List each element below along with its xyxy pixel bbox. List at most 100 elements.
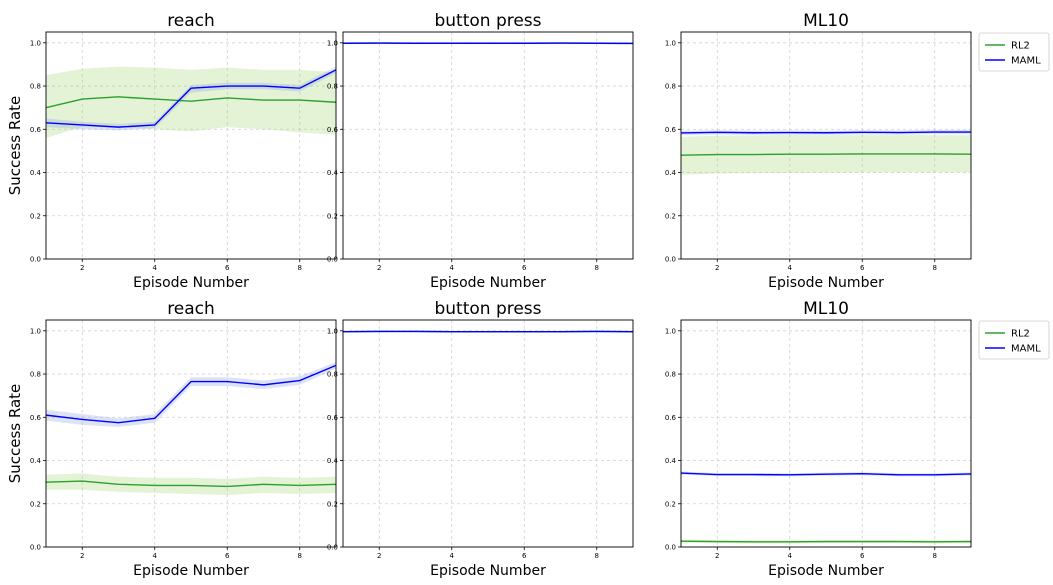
y-tick-label: 0.2 xyxy=(665,212,676,220)
series-line-rl2 xyxy=(45,480,337,488)
subplot-3: 2 4 6 8 0.0 0.2 0.4 0.6 0.8 1.0 ML10 Episode Number… xyxy=(665,11,1050,291)
subplot-title: ML10 xyxy=(803,299,849,319)
y-tick-label: 0.0 xyxy=(327,256,338,264)
x-tick-label: 4 xyxy=(153,264,158,272)
y-tick-label: 0.4 xyxy=(327,169,339,177)
series-line-maml xyxy=(45,69,337,128)
x-tick-label: 2 xyxy=(80,264,84,272)
x-tick-label: 2 xyxy=(377,264,381,272)
x-tick-label: 2 xyxy=(80,552,84,560)
series-line-rl2 xyxy=(680,540,972,543)
y-tick-label: 0.6 xyxy=(30,414,42,422)
subplot-4: 2 4 6 8 0.0 0.2 0.4 0.6 0.8 1.0 reach Episode Numbe… xyxy=(6,299,337,579)
axes-frame xyxy=(45,319,337,548)
y-tick-label: 0.8 xyxy=(327,371,338,379)
x-tick-label: 6 xyxy=(225,264,230,272)
legend-box xyxy=(978,320,1050,360)
x-tick-label: 6 xyxy=(522,552,527,560)
y-tick-label: 0.6 xyxy=(327,414,339,422)
y-tick-label: 0.6 xyxy=(665,126,677,134)
x-tick-label: 4 xyxy=(788,264,793,272)
y-tick-label: 0.4 xyxy=(665,169,677,177)
x-axis-label: Episode Number xyxy=(768,563,884,579)
series-line-maml xyxy=(45,364,337,424)
x-axis-label: Episode Number xyxy=(430,563,546,579)
y-tick-label: 0.6 xyxy=(327,126,339,134)
legend-label-maml: MAML xyxy=(1011,344,1041,355)
band-maml xyxy=(46,362,336,428)
y-tick-label: 1.0 xyxy=(30,327,41,335)
x-axis-label: Episode Number xyxy=(133,563,249,579)
x-tick-label: 6 xyxy=(225,552,230,560)
x-tick-label: 2 xyxy=(715,264,719,272)
y-tick-label: 1.0 xyxy=(30,39,41,47)
x-tick-label: 8 xyxy=(595,552,599,560)
series-line-maml xyxy=(680,131,971,134)
subplot-2: 2 4 6 8 0.0 0.2 0.4 0.6 0.8 1.0 button press Episod… xyxy=(327,11,634,291)
x-tick-label: 4 xyxy=(153,552,158,560)
y-tick-label: 0.0 xyxy=(30,256,41,264)
subplot-title: button press xyxy=(434,11,541,31)
band-rl2 xyxy=(46,473,336,496)
x-tick-label: 8 xyxy=(933,264,937,272)
y-tick-label: 1.0 xyxy=(665,327,676,335)
subplot-title: button press xyxy=(434,299,541,319)
axes-frame xyxy=(342,31,634,260)
x-tick-label: 2 xyxy=(715,552,719,560)
axes-frame xyxy=(342,319,634,548)
y-tick-label: 0.8 xyxy=(327,83,338,91)
y-tick-label: 0.0 xyxy=(30,544,41,552)
subplot-title: reach xyxy=(167,299,215,319)
x-tick-label: 4 xyxy=(450,264,455,272)
legend: RL2 MAML xyxy=(978,32,1050,72)
y-tick-label: 0.8 xyxy=(665,371,676,379)
y-tick-label: 0.4 xyxy=(665,457,677,465)
x-tick-label: 8 xyxy=(595,264,599,272)
y-tick-label: 0.6 xyxy=(665,414,677,422)
y-tick-label: 1.0 xyxy=(327,327,338,335)
subplot-5: 2 4 6 8 0.0 0.2 0.4 0.6 0.8 1.0 button press Episod… xyxy=(327,299,634,579)
y-axis-label: Success Rate xyxy=(6,96,24,196)
x-tick-label: 6 xyxy=(860,264,865,272)
legend-label-rl2: RL2 xyxy=(1011,41,1030,52)
axes-frame xyxy=(680,319,972,548)
y-tick-label: 0.2 xyxy=(30,212,41,220)
y-tick-label: 0.8 xyxy=(665,83,676,91)
y-tick-label: 0.2 xyxy=(327,500,338,508)
axes-frame xyxy=(45,31,337,260)
x-tick-label: 4 xyxy=(788,552,793,560)
legend: RL2 MAML xyxy=(978,320,1050,360)
y-tick-label: 0.4 xyxy=(30,457,42,465)
y-tick-label: 0.2 xyxy=(30,500,41,508)
x-tick-label: 8 xyxy=(298,264,302,272)
subplot-6: 2 4 6 8 0.0 0.2 0.4 0.6 0.8 1.0 ML10 Episode Number… xyxy=(665,299,1050,579)
series-line-rl2 xyxy=(45,96,337,109)
y-tick-label: 0.4 xyxy=(30,169,42,177)
x-tick-label: 4 xyxy=(450,552,455,560)
series-line-maml xyxy=(680,472,972,476)
y-tick-label: 0.4 xyxy=(327,457,339,465)
y-tick-label: 0.8 xyxy=(30,83,41,91)
y-tick-label: 0.0 xyxy=(327,544,338,552)
y-tick-label: 0.8 xyxy=(30,371,41,379)
legend-label-maml: MAML xyxy=(1011,56,1041,67)
x-axis-label: Episode Number xyxy=(133,275,249,291)
band-rl2 xyxy=(46,66,336,138)
y-tick-label: 0.2 xyxy=(665,500,676,508)
legend-label-rl2: RL2 xyxy=(1011,329,1030,340)
axes-frame xyxy=(680,31,972,260)
x-tick-label: 6 xyxy=(522,264,527,272)
subplot-1: 2 4 6 8 0.0 0.2 0.4 0.6 0.8 1.0 reach Episode Numbe… xyxy=(6,11,337,291)
y-tick-label: 0.0 xyxy=(665,544,676,552)
subplot-title: reach xyxy=(167,11,215,31)
x-tick-label: 8 xyxy=(298,552,302,560)
x-axis-label: Episode Number xyxy=(430,275,546,291)
x-tick-label: 8 xyxy=(933,552,937,560)
y-tick-label: 0.2 xyxy=(327,212,338,220)
y-tick-label: 1.0 xyxy=(327,39,338,47)
y-tick-label: 0.6 xyxy=(30,126,42,134)
band-rl2 xyxy=(681,135,971,175)
x-tick-label: 2 xyxy=(377,552,381,560)
x-axis-label: Episode Number xyxy=(768,275,884,291)
